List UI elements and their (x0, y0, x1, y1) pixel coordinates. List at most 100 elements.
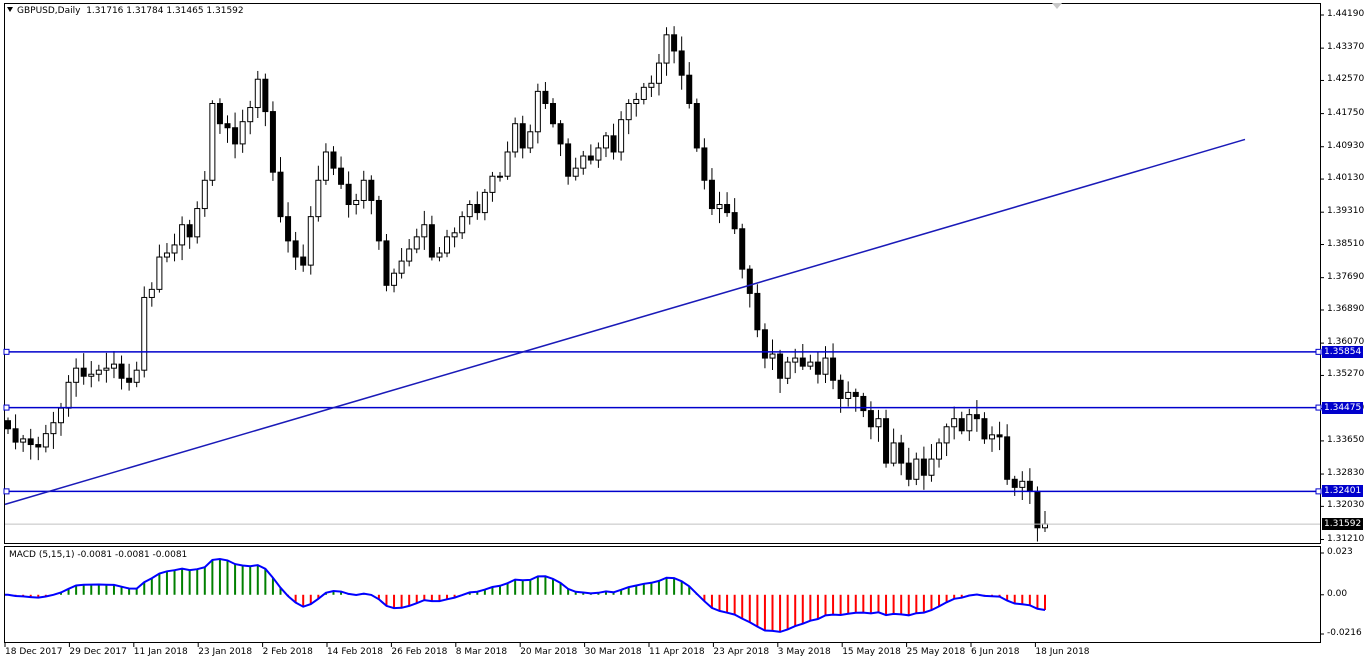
chart-shift-marker[interactable] (1052, 3, 1062, 9)
date-axis-label: 18 Dec 2017 (5, 647, 63, 657)
candle-body-bear (565, 143, 572, 177)
candle-body-bear (996, 434, 1003, 438)
candle (353, 193, 360, 215)
candle (428, 215, 435, 261)
candle-body-bull (163, 252, 170, 258)
candle-body-bull (504, 151, 511, 177)
candle-body-bull (391, 272, 398, 286)
candle (693, 98, 700, 152)
candle (731, 198, 738, 234)
candle (262, 73, 269, 127)
candle (110, 351, 117, 379)
candle-body-bull (966, 414, 973, 432)
candle-body-bear (330, 151, 337, 169)
candle (920, 446, 927, 490)
candle-body-bear (1004, 436, 1011, 480)
candle-body-bear (27, 438, 34, 446)
symbol-title: GBPUSD,Daily 1.31716 1.31784 1.31465 1.3… (7, 6, 244, 16)
candle-body-bear (973, 414, 980, 420)
candle (95, 364, 102, 382)
candle (678, 36, 685, 90)
candle (951, 406, 958, 440)
candle-body-bull (413, 236, 420, 250)
candle-body-bear (1011, 478, 1018, 488)
candle (792, 348, 799, 374)
candle (504, 141, 511, 180)
horizontal-line-price-badge: 1.34475 (1322, 401, 1364, 414)
line-anchor-left[interactable] (3, 348, 10, 355)
candle-body-bull (890, 442, 897, 464)
candle (936, 438, 943, 468)
candle (444, 229, 451, 258)
candle-body-bull (353, 199, 360, 206)
candle-body-bear (754, 292, 761, 331)
line-anchor-left[interactable] (3, 488, 10, 495)
candle-body-bear (958, 418, 965, 432)
line-anchor-left[interactable] (3, 404, 10, 411)
candle-body-bull (133, 369, 140, 383)
candle-body-bull (322, 151, 329, 181)
macd-axis-label: -0.0216 (1327, 628, 1362, 638)
candle-body-bull (451, 232, 458, 238)
price-axis-label: 1.32030 (1327, 500, 1365, 511)
macd-axis-label: 0.00 (1327, 588, 1348, 599)
macd-axis-label: 0.023 (1327, 547, 1353, 557)
dropdown-arrow-icon[interactable] (7, 7, 13, 12)
candle-body-bear (549, 102, 556, 125)
candle (285, 202, 292, 253)
candle-body-bear (867, 410, 874, 428)
candle (708, 168, 715, 215)
candle (247, 100, 254, 135)
candle (973, 400, 980, 432)
candle-body-bull (360, 179, 367, 201)
candle (35, 436, 42, 461)
line-anchor-right[interactable] (1315, 404, 1322, 411)
date-axis-label: 8 Mar 2018 (455, 647, 508, 657)
candle-body-bull (822, 357, 829, 375)
candle (534, 83, 541, 144)
candle-body-bull (50, 422, 57, 435)
candle-body-bear (224, 123, 231, 129)
candle-body-bear (216, 102, 223, 125)
candle (633, 92, 640, 117)
candle-body-bear (277, 171, 284, 218)
candle-body-bear (232, 127, 239, 145)
candle (512, 117, 519, 158)
current-price-badge: 1.31592 (1322, 518, 1364, 531)
candle (421, 210, 428, 250)
horizontal-line-price-badge: 1.32401 (1322, 485, 1364, 498)
trendline[interactable] (4, 138, 1246, 506)
candle-body-bear (981, 418, 988, 440)
candle (300, 244, 307, 272)
candle (209, 100, 216, 186)
candle (640, 82, 647, 105)
price-axis-label: 1.35270 (1327, 369, 1365, 380)
candle-body-bull (807, 361, 814, 367)
candle (466, 200, 473, 225)
line-anchor-right[interactable] (1315, 488, 1322, 495)
candle-body-bear (368, 179, 375, 201)
candle-body-bull (951, 418, 958, 428)
candle (814, 351, 821, 384)
candle-body-bear (671, 34, 678, 52)
candle (163, 243, 170, 263)
candle (557, 120, 564, 157)
candle (360, 170, 367, 209)
candle (375, 195, 382, 250)
candle-body-bull (648, 82, 655, 88)
candle (88, 361, 95, 388)
date-axis-label: 2 Feb 2018 (262, 647, 313, 657)
candle (648, 75, 655, 97)
price-axis-label: 1.38510 (1327, 238, 1365, 249)
candle-body-bear (739, 228, 746, 270)
candle (307, 206, 314, 275)
date-axis-label: 29 Dec 2017 (69, 647, 127, 657)
candle (406, 239, 413, 267)
candle-body-bear (799, 357, 806, 367)
candle (459, 211, 466, 239)
line-anchor-right[interactable] (1315, 348, 1322, 355)
candle-body-bull (655, 62, 662, 84)
candle-body-bull (875, 418, 882, 428)
